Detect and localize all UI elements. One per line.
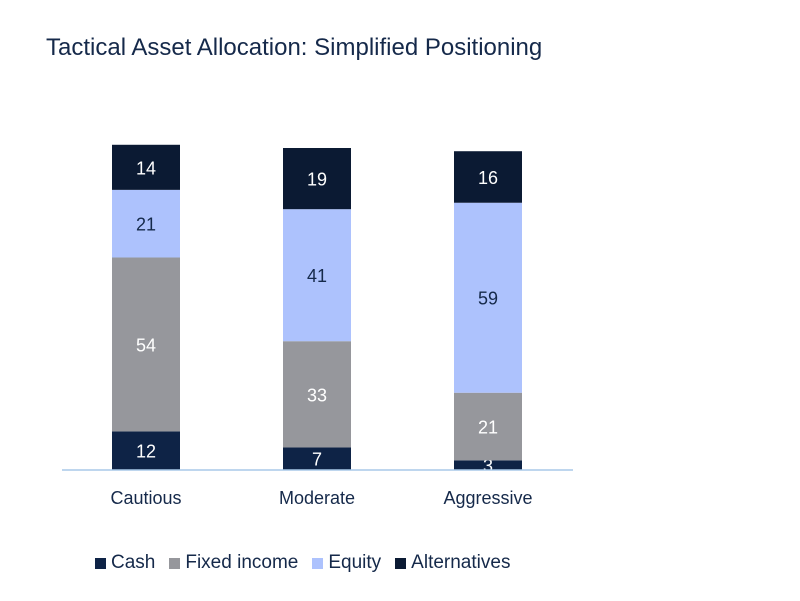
data-label-aggressive-cash: 3 — [483, 456, 493, 476]
data-label-moderate-alternatives: 19 — [307, 170, 327, 190]
bar-segment-aggressive-cash — [454, 460, 522, 470]
legend-item-fixed-income: Fixed income — [169, 552, 298, 574]
category-label-cautious: Cautious — [110, 488, 181, 508]
category-label-moderate: Moderate — [279, 488, 355, 508]
legend-swatch-cash — [95, 557, 106, 569]
bar-segment-moderate-fixed-income — [283, 341, 351, 448]
legend-swatch-alternatives — [395, 557, 407, 569]
bar-segment-moderate-alternatives — [283, 148, 351, 210]
legend-label-fixed-income: Fixed income — [185, 552, 299, 573]
legend-swatch-equity — [312, 557, 324, 569]
chart-legend: Cash Fixed income Equity Alternatives — [95, 552, 510, 574]
data-label-moderate-equity: 41 — [307, 266, 327, 286]
data-label-aggressive-fixed-income: 21 — [478, 418, 498, 438]
legend-label-cash: Cash — [111, 552, 156, 573]
legend-item-equity: Equity — [312, 552, 381, 574]
data-label-moderate-cash: 7 — [312, 450, 322, 470]
data-label-aggressive-alternatives: 16 — [478, 168, 498, 188]
legend-swatch-fixed-income — [169, 557, 181, 569]
bar-segment-aggressive-alternatives — [454, 151, 522, 203]
data-label-cautious-cash: 12 — [136, 442, 156, 462]
legend-item-alternatives: Alternatives — [395, 552, 510, 574]
legend-item-cash: Cash — [95, 552, 155, 574]
bar-segment-moderate-equity — [283, 209, 351, 342]
data-label-moderate-fixed-income: 33 — [307, 385, 327, 405]
legend-label-alternatives: Alternatives — [411, 552, 511, 573]
legend-label-equity: Equity — [328, 552, 382, 573]
category-label-aggressive: Aggressive — [443, 488, 532, 508]
bar-segment-aggressive-equity — [454, 202, 522, 393]
chart-title: Tactical Asset Allocation: Simplified Po… — [46, 34, 543, 61]
data-label-aggressive-equity: 59 — [478, 289, 498, 309]
bar-segment-cautious-equity — [112, 189, 180, 258]
bar-segment-cautious-fixed-income — [112, 257, 180, 432]
bar-segment-aggressive-fixed-income — [454, 392, 522, 461]
bar-segment-moderate-cash — [283, 447, 351, 470]
data-label-cautious-fixed-income: 54 — [136, 335, 156, 355]
bar-segment-cautious-alternatives — [112, 144, 180, 190]
data-label-cautious-equity: 21 — [136, 215, 156, 235]
data-label-cautious-alternatives: 14 — [136, 158, 156, 178]
bar-segment-cautious-cash — [112, 431, 180, 470]
